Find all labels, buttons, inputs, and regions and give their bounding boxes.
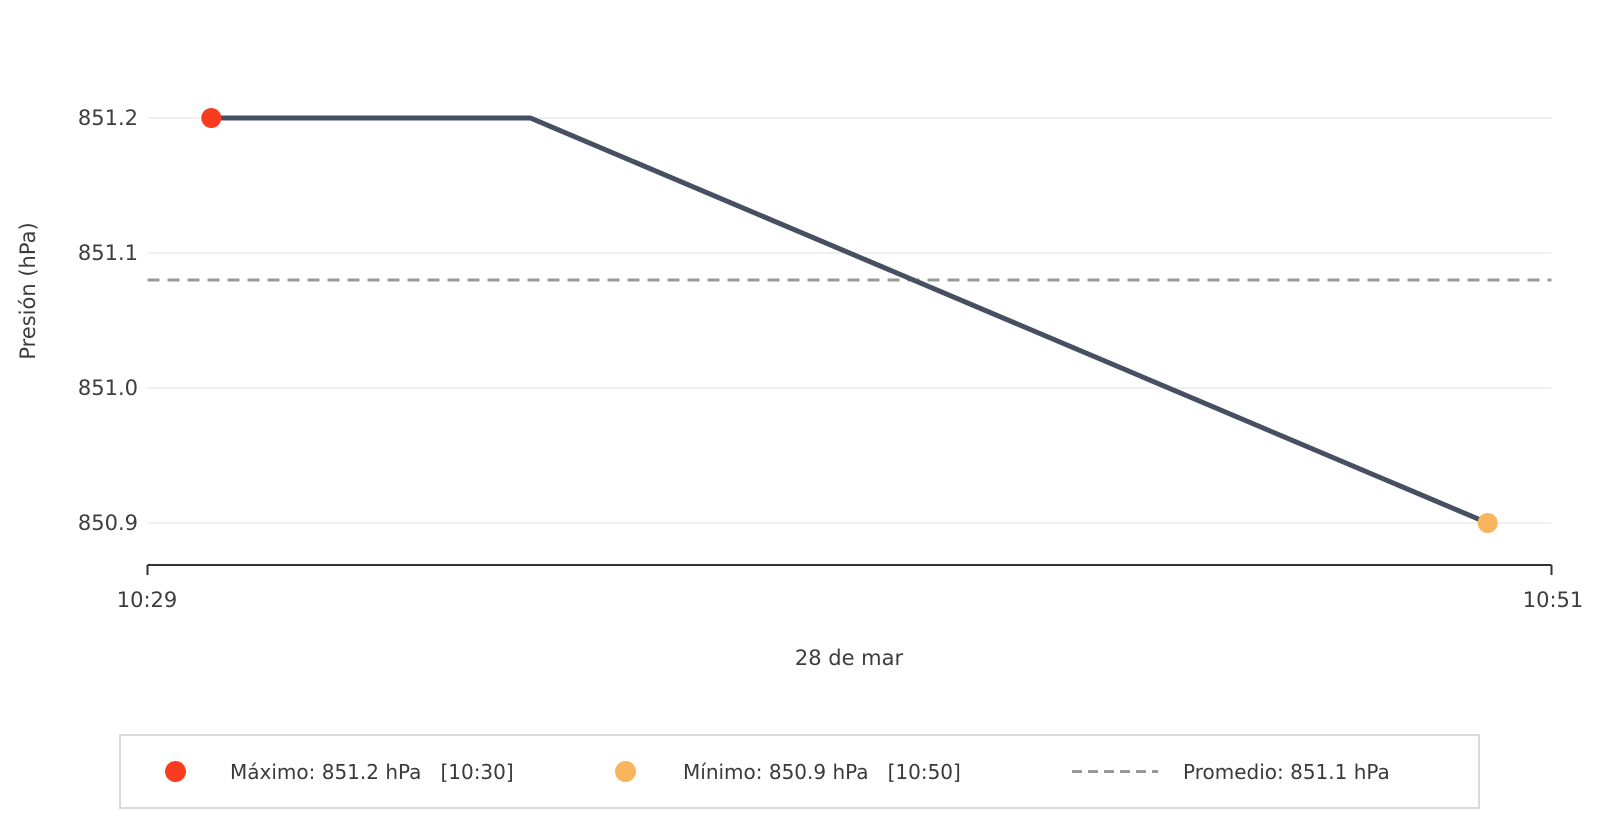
data-point-markers-layer: [201, 108, 1498, 533]
legend-label-average: Promedio: 851.1 hPa: [1183, 759, 1390, 784]
legend-item-min: Mínimo: 850.9 hPa [10:50]: [615, 760, 961, 784]
legend-time-max: [10:30]: [440, 759, 514, 784]
x-axis-title: 28 de mar: [794, 646, 904, 670]
y-tick-label-851-2: 851.2: [77, 106, 138, 130]
max-dot-icon: [165, 761, 186, 782]
series-line-layer: [211, 115, 1489, 526]
y-tick-label-850-9: 850.9: [77, 511, 138, 535]
y-axis-title: Presión (hPa): [16, 222, 40, 360]
y-tick-label-851-0: 851.0: [77, 376, 138, 400]
dashed-line-icon: [1072, 770, 1158, 773]
legend-item-average: Promedio: 851.1 hPa: [1072, 760, 1390, 784]
legend-label-min: Mínimo: 850.9 hPa: [683, 759, 869, 784]
max-point-marker: [201, 108, 222, 128]
x-axis: [146, 564, 1553, 575]
x-tick-label-end: 10:51: [1522, 588, 1584, 612]
min-point-marker: [1477, 513, 1498, 533]
legend-label-max: Máximo: 851.2 hPa: [230, 759, 422, 784]
min-dot-icon: [615, 761, 636, 782]
legend-item-max: Máximo: 851.2 hPa [10:30]: [165, 760, 514, 784]
pressure-series-line: [211, 115, 1489, 526]
x-tick-label-start: 10:29: [116, 588, 178, 612]
gridlines-layer: [147, 117, 1552, 524]
legend: Máximo: 851.2 hPa [10:30] Mínimo: 850.9 …: [119, 734, 1480, 809]
legend-time-min: [10:50]: [887, 759, 961, 784]
y-tick-label-851-1: 851.1: [77, 241, 138, 265]
plot-area: [146, 108, 1553, 575]
